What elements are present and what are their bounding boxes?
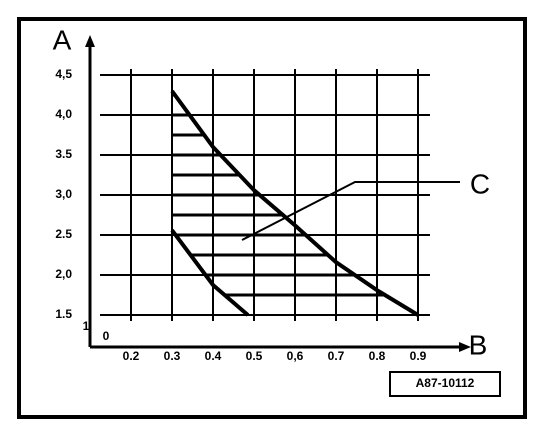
curve <box>170 229 250 317</box>
origin-label: 0 <box>103 329 110 343</box>
y-tick-label: 2,0 <box>55 267 72 281</box>
curve <box>170 89 420 317</box>
y-axis-label: A <box>53 24 72 55</box>
x-tick-label: 0.3 <box>164 349 181 363</box>
x-tick-label: 0.4 <box>205 349 222 363</box>
y-tick-label: 3.5 <box>55 147 72 161</box>
x-tick-label: 0.5 <box>246 349 263 363</box>
y-axis-arrow <box>85 35 95 47</box>
origin-label: 1 <box>83 319 90 333</box>
annotation: C <box>470 168 490 199</box>
x-axis-label: B <box>469 329 488 360</box>
frame <box>17 17 527 419</box>
y-tick-label: 4,5 <box>55 67 72 81</box>
reference: A87-10112 <box>416 376 475 390</box>
y-tick-label: 2.5 <box>55 227 72 241</box>
x-tick-label: 0.9 <box>410 349 427 363</box>
x-axis-arrow <box>459 342 471 352</box>
x-tick-label: 0.7 <box>328 349 345 363</box>
y-tick-label: 1.5 <box>55 307 72 321</box>
x-tick-label: 0,6 <box>287 349 304 363</box>
x-tick-label: 0.2 <box>123 349 140 363</box>
leader-line <box>241 181 460 241</box>
reference-box <box>389 371 501 397</box>
x-tick-label: 0.8 <box>369 349 386 363</box>
y-tick-label: 4,0 <box>55 107 72 121</box>
y-tick-label: 3,0 <box>55 187 72 201</box>
